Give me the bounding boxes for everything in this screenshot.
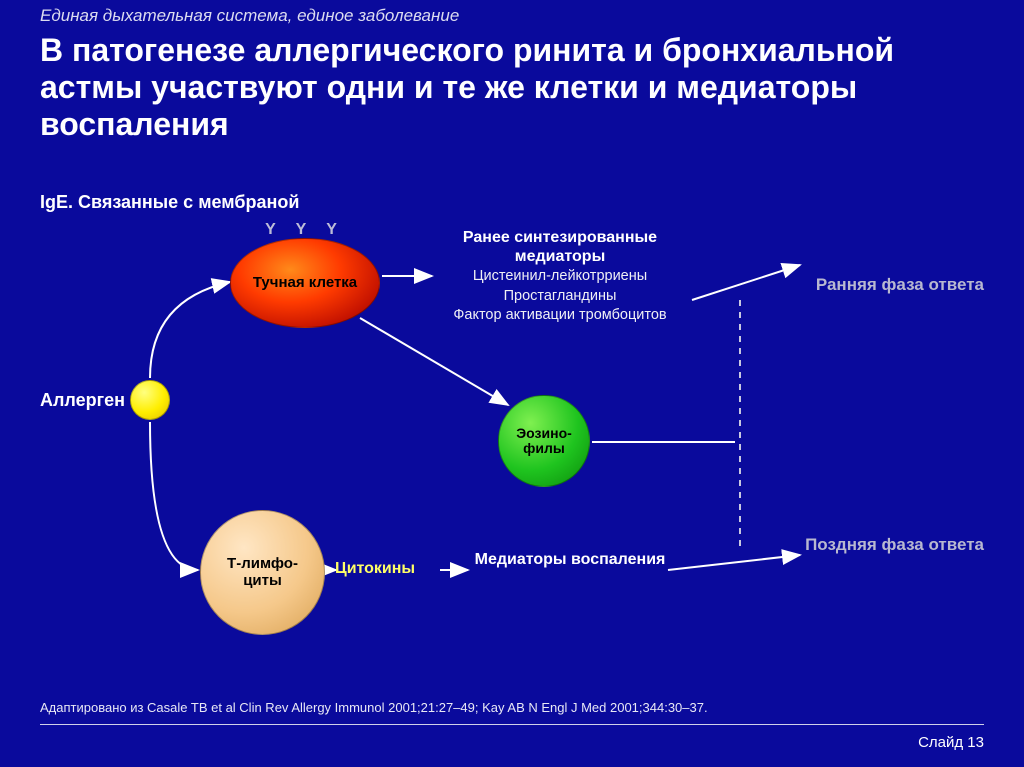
citation: Адаптировано из Casale TB et al Clin Rev… (40, 700, 708, 715)
header-band: Единая дыхательная система, единое забол… (40, 6, 459, 26)
inflammation-mediators-label: Медиаторы воспаления (470, 550, 670, 569)
tlymph-label: Т-лимфо- циты (227, 556, 298, 589)
node-allergen (130, 380, 170, 420)
slide-title: В патогенезе аллергического ринита и бро… (40, 32, 960, 142)
node-t-lymphocytes: Т-лимфо- циты (200, 510, 325, 635)
footer-divider (40, 724, 984, 725)
early-phase-label: Ранняя фаза ответа (816, 275, 984, 295)
allergen-label: Аллерген (40, 390, 125, 411)
eosin-label: Эозино- филы (516, 426, 572, 457)
preformed-mediators-block: Ранее синтезированные медиаторы Цистеини… (430, 228, 690, 324)
y-receptors-icon: Y Y Y (231, 221, 379, 239)
mast-label: Тучная клетка (253, 274, 357, 291)
mediators-sub2: Простагландины (430, 287, 690, 305)
late-phase-label: Поздняя фаза ответа (805, 535, 984, 555)
ige-label: IgE. Связанные с мембраной (40, 192, 299, 213)
node-eosinophils: Эозино- филы (498, 395, 590, 487)
mediators-heading: Ранее синтезированные медиаторы (430, 228, 690, 266)
node-mast-cell: Y Y Y Тучная клетка (230, 238, 380, 328)
slide-number: Слайд 13 (918, 734, 984, 751)
mediators-sub1: Цистеинил-лейкотрриены (430, 267, 690, 285)
slide: Единая дыхательная система, единое забол… (0, 0, 1024, 767)
cytokines-label: Цитокины (335, 560, 415, 578)
mediators-sub3: Фактор активации тромбоцитов (430, 306, 690, 324)
